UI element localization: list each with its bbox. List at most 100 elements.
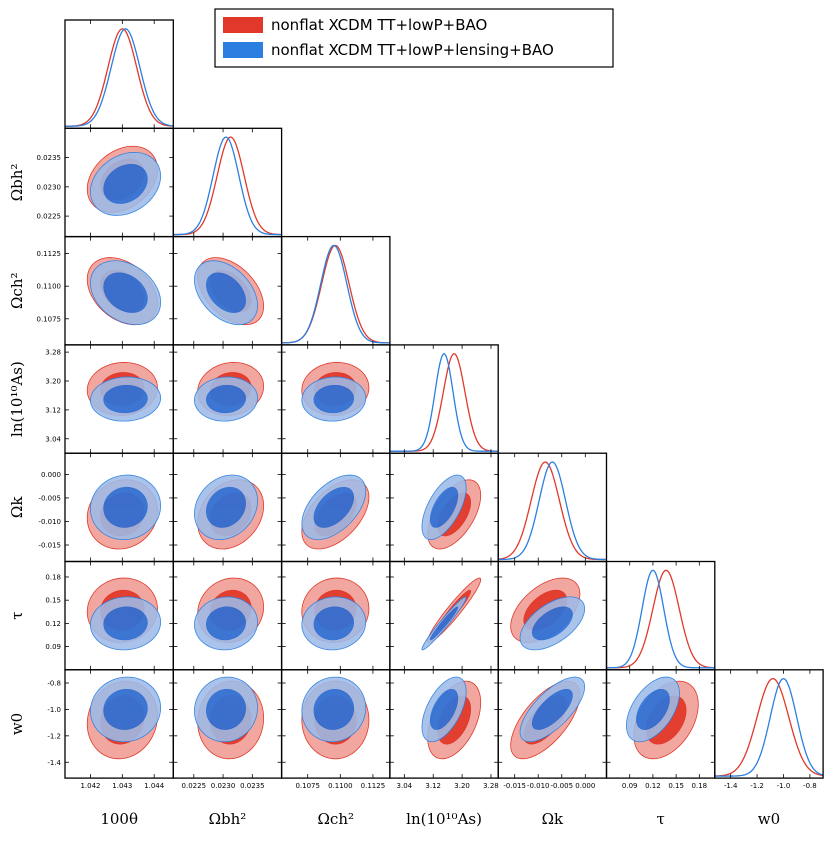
x-tick-label-logA: 3.04 [397, 782, 413, 790]
y-tick-label-w0: -1.0 [47, 706, 61, 714]
blue-contours [625, 676, 680, 743]
marginal-curve-blue [65, 28, 174, 127]
y-tick-label-tau: 0.09 [45, 643, 61, 651]
y-tick-label-logA: 3.20 [45, 378, 61, 386]
x-tick-label-tau: 0.15 [668, 782, 684, 790]
contour-panel-tau-vs-logA [421, 577, 482, 651]
contour-panel-logA-vs-theta [86, 362, 162, 422]
y-tick-label-omk: -0.010 [38, 518, 61, 526]
x-tick-label-omch2: 0.1125 [361, 782, 386, 790]
x-tick-label-theta: 1.044 [144, 782, 165, 790]
x-axis-label-omch2: Ωch² [317, 810, 354, 828]
blue-contour-68 [103, 486, 148, 528]
marginal-panel-theta [65, 28, 174, 127]
blue-contour-68 [429, 486, 459, 528]
blue-contours [194, 474, 258, 541]
x-tick-label-omk: -0.010 [527, 782, 550, 790]
marginal-panel-logA [389, 352, 499, 452]
legend-label-red: nonflat XCDM TT+lowP+BAO [271, 16, 487, 34]
blue-contour-68 [313, 384, 355, 414]
x-tick-label-logA: 3.12 [425, 782, 441, 790]
x-tick-label-w0: -1.4 [724, 782, 738, 790]
y-tick-label-tau: 0.18 [45, 573, 61, 581]
blue-contours [194, 376, 258, 422]
blue-contour-68 [103, 606, 148, 641]
panel-frame-4-4 [497, 452, 608, 563]
panel-frame-3-3 [389, 344, 499, 454]
x-tick-label-w0: -0.8 [803, 782, 817, 790]
blue-contour-68 [103, 163, 148, 204]
y-tick-label-w0: -0.8 [47, 680, 61, 688]
marginal-curve-red [714, 677, 824, 777]
blue-contour-68 [206, 384, 246, 414]
x-tick-label-theta: 1.043 [112, 782, 132, 790]
x-axis-label-theta: 100θ [100, 810, 138, 828]
blue-contour-68 [206, 688, 246, 730]
panel-frame-2-2 [280, 235, 391, 346]
x-tick-label-ombh2: 0.0235 [240, 782, 265, 790]
marginal-curve-blue [389, 352, 499, 452]
marginal-curve-blue [281, 244, 390, 344]
contour-panel-tau-vs-omk [510, 577, 586, 651]
blue-contour-68 [313, 606, 355, 641]
x-tick-label-omk: 0.000 [575, 782, 595, 790]
blue-contours [89, 676, 162, 743]
contour-panel-omk-vs-theta [86, 474, 162, 550]
legend-swatch-red [223, 17, 263, 33]
panel-frame-6-6 [714, 669, 824, 779]
x-tick-label-logA: 3.20 [454, 782, 470, 790]
marginal-panel-omk [498, 461, 607, 561]
marginal-curve-blue [606, 569, 715, 669]
y-tick-label-omch2: 0.1100 [37, 283, 62, 291]
contour-panel-w0-vs-omch2 [301, 676, 370, 760]
marginal-curve-blue [498, 461, 607, 561]
x-tick-label-tau: 0.09 [622, 782, 638, 790]
contour-panel-w0-vs-omk [510, 676, 586, 760]
blue-contour-68 [313, 486, 355, 528]
contour-panel-logA-vs-ombh2 [194, 362, 265, 422]
marginal-curve-red [606, 569, 715, 669]
contour-panel-omch2-vs-theta [86, 257, 162, 326]
blue-contour-68 [206, 272, 246, 313]
marginal-curve-red [498, 461, 607, 561]
x-axis-label-omk: Ωk [542, 810, 564, 828]
marginal-panel-ombh2 [173, 136, 282, 236]
y-tick-label-tau: 0.15 [45, 597, 61, 605]
contour-panel-w0-vs-theta [86, 676, 162, 760]
y-axis-label-omch2: Ωch² [8, 272, 26, 309]
y-tick-label-logA: 3.12 [45, 406, 61, 414]
x-tick-label-ombh2: 0.0225 [182, 782, 207, 790]
marginal-curve-red [173, 136, 282, 236]
y-tick-label-w0: -1.2 [47, 732, 61, 740]
x-axis-label-logA: ln(10¹⁰As) [406, 810, 482, 828]
x-axis-label-w0: w0 [758, 810, 780, 828]
marginal-panel-w0 [714, 677, 824, 777]
blue-contours [421, 596, 467, 651]
marginal-curve-blue [714, 677, 824, 777]
blue-contours [89, 474, 162, 541]
blue-contour-68 [429, 606, 459, 641]
blue-contours [194, 260, 258, 326]
contour-panel-w0-vs-logA [421, 676, 482, 760]
contour-panel-omk-vs-omch2 [301, 474, 370, 550]
y-tick-label-omk: 0.000 [41, 471, 61, 479]
y-tick-label-logA: 3.04 [45, 435, 61, 443]
contour-panel-omch2-vs-ombh2 [194, 257, 265, 326]
y-axis-label-logA: ln(10¹⁰As) [8, 361, 26, 437]
contour-panel-tau-vs-theta [86, 577, 162, 651]
x-tick-label-logA: 3.28 [483, 782, 499, 790]
contour-panel-omk-vs-ombh2 [194, 474, 265, 550]
x-tick-label-tau: 0.18 [692, 782, 708, 790]
x-tick-label-tau: 0.12 [645, 782, 661, 790]
y-tick-label-omch2: 0.1075 [37, 315, 62, 323]
y-axis-label-tau: τ [8, 611, 26, 619]
y-tick-label-omch2: 0.1125 [37, 250, 62, 258]
blue-contours [194, 676, 258, 743]
blue-contours [421, 474, 467, 541]
x-tick-label-ombh2: 0.0230 [211, 782, 236, 790]
y-tick-label-ombh2: 0.0235 [37, 154, 62, 162]
x-tick-label-omch2: 0.1100 [328, 782, 353, 790]
blue-contour-68 [636, 688, 670, 730]
x-tick-label-omk: -0.005 [550, 782, 573, 790]
blue-contour-68 [313, 688, 355, 730]
